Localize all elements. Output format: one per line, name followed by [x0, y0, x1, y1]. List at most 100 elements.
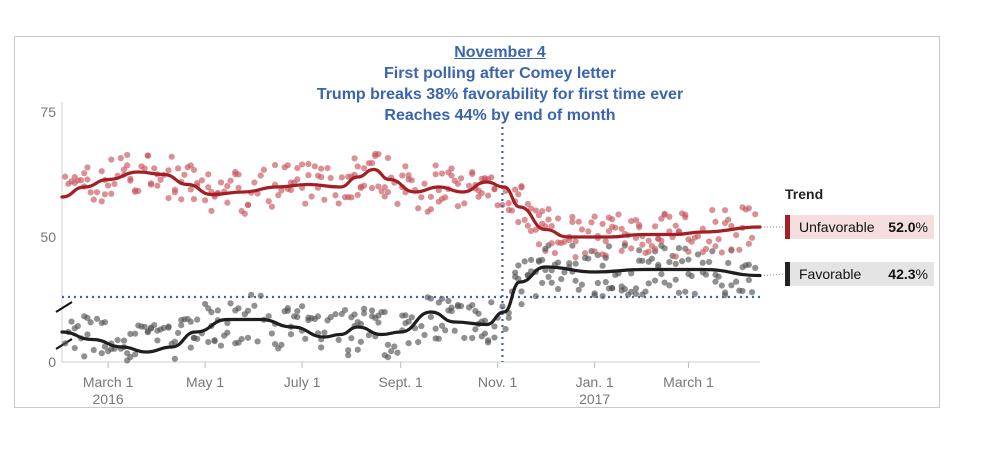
unfavorable-poll-point	[457, 175, 465, 182]
unfavorable-poll-point	[305, 172, 312, 179]
unfavorable-poll-point	[311, 163, 318, 170]
unfavorable-poll-point	[108, 156, 115, 163]
unfavorable-poll-point	[275, 192, 282, 199]
favorable-poll-point	[74, 322, 81, 330]
favorable-poll-point	[628, 288, 635, 295]
favorable-poll-point	[718, 282, 725, 289]
unfavorable-poll-point	[718, 249, 725, 256]
favorable-poll-point	[745, 276, 752, 284]
unfavorable-poll-point	[405, 172, 412, 179]
unfavorable-poll-point	[190, 196, 198, 203]
favorable-trend-line	[60, 265, 762, 354]
annotation-line-1: First polling after Comey letter	[383, 65, 617, 82]
favorable-poll-point	[748, 289, 756, 296]
favorable-poll-point	[418, 322, 425, 330]
unfavorable-poll-point	[515, 191, 522, 198]
unfavorable-poll-point	[101, 191, 109, 198]
favorable-poll-point	[675, 245, 683, 252]
favorable-poll-point	[321, 329, 328, 336]
unfavorable-poll-point	[508, 207, 516, 214]
unfavorable-poll-point	[532, 207, 539, 214]
unfavorable-poll-point	[198, 177, 206, 184]
favorable-poll-point	[381, 308, 388, 316]
unfavorable-poll-point	[745, 240, 752, 247]
favorable-poll-point	[457, 302, 465, 310]
unfavorable-poll-point	[257, 172, 264, 179]
favorable-poll-point	[636, 247, 643, 254]
unfavorable-poll-point	[488, 174, 495, 181]
y-tick-label: 75	[40, 104, 56, 120]
favorable-poll-point	[160, 324, 167, 332]
favorable-poll-point	[661, 245, 668, 252]
favorable-poll-point	[327, 314, 334, 321]
unfavorable-poll-point	[535, 241, 543, 248]
unfavorable-poll-point	[135, 187, 142, 195]
unfavorable-poll-point	[569, 213, 576, 221]
unfavorable-poll-point	[194, 179, 201, 187]
annotation-title: November 4	[454, 44, 546, 61]
favorable-poll-point	[472, 326, 479, 333]
unfavorable-poll-point	[227, 177, 234, 184]
unfavorable-poll-point	[302, 200, 309, 207]
unfavorable-poll-point	[432, 162, 439, 169]
unfavorable-poll-point	[171, 189, 178, 196]
favorable-poll-point	[171, 338, 178, 345]
unfavorable-poll-point	[235, 171, 242, 178]
unfavorable-poll-point	[505, 200, 512, 207]
favorable-poll-point	[685, 256, 692, 263]
favorable-poll-point	[475, 310, 482, 317]
favorable-poll-point	[217, 342, 225, 349]
favorable-poll-point	[332, 311, 339, 318]
favorable-poll-point	[745, 261, 752, 268]
unfavorable-poll-point	[81, 170, 88, 177]
unfavorable-poll-point	[427, 193, 434, 200]
favorable-poll-point	[345, 347, 352, 354]
unfavorable-poll-point	[84, 164, 91, 171]
unfavorable-poll-point	[124, 151, 131, 159]
favorable-poll-point	[502, 325, 509, 333]
favorable-poll-point	[505, 314, 512, 321]
unfavorable-poll-point	[666, 213, 673, 220]
unfavorable-poll-point	[298, 161, 306, 168]
favorable-poll-point	[515, 275, 522, 282]
unfavorable-poll-point	[561, 238, 568, 245]
favorable-poll-point	[621, 285, 628, 293]
favorable-poll-point	[702, 271, 710, 278]
unfavorable-poll-point	[572, 238, 579, 245]
favorable-poll-point	[357, 338, 365, 345]
unfavorable-poll-point	[375, 183, 382, 190]
unfavorable-poll-point	[435, 187, 442, 194]
favorable-poll-point	[114, 337, 121, 344]
unfavorable-poll-point	[465, 182, 473, 189]
unfavorable-poll-point	[712, 243, 719, 250]
x-tick-label: Sept. 1	[378, 374, 423, 390]
unfavorable-poll-point	[578, 226, 586, 233]
favorable-poll-point	[438, 295, 446, 302]
unfavorable-poll-point	[368, 184, 376, 192]
unfavorable-poll-point	[615, 211, 622, 218]
x-tick-label: March 1	[663, 374, 714, 390]
unfavorable-poll-point	[187, 162, 194, 169]
unfavorable-poll-point	[384, 154, 392, 162]
favorable-poll-point	[658, 271, 665, 278]
unfavorable-poll-point	[157, 176, 164, 183]
unfavorable-poll-point	[421, 180, 428, 187]
unfavorable-poll-point	[728, 246, 735, 253]
favorable-poll-point	[725, 259, 732, 267]
unfavorable-poll-point	[151, 165, 158, 172]
unfavorable-poll-point	[375, 151, 382, 158]
favorable-poll-point	[518, 288, 525, 295]
unfavorable-poll-point	[318, 174, 325, 181]
favorable-poll-point	[345, 352, 352, 359]
favorable-poll-point	[539, 256, 546, 263]
favorable-poll-point	[427, 313, 434, 320]
favorable-poll-point	[68, 318, 75, 325]
favorable-poll-point	[165, 324, 172, 331]
favorable-poll-point	[187, 344, 194, 351]
unfavorable-poll-point	[645, 237, 652, 244]
favorable-poll-point	[71, 344, 78, 352]
favorable-poll-point	[178, 322, 185, 329]
unfavorable-poll-point	[324, 164, 331, 172]
favorable-poll-point	[448, 307, 455, 315]
